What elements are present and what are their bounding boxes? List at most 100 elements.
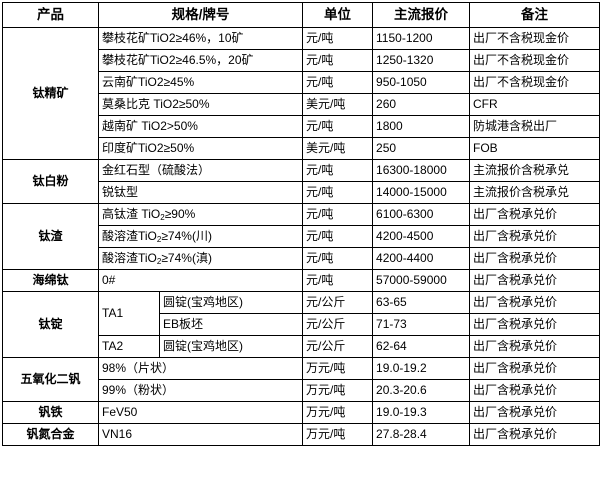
spec-cell: 98%（片状）	[97, 357, 304, 380]
price-cell: 14000-15000	[372, 181, 471, 204]
price-cell: 57000-59000	[372, 269, 471, 292]
table-row: 云南矿TiO2≥45% 元/吨 950-1050 出厂不含税现金价	[3, 71, 601, 94]
unit-cell: 元/公斤	[302, 335, 374, 358]
unit-cell: 美元/吨	[302, 93, 374, 116]
price-cell: 250	[372, 137, 471, 160]
product-name-cell: 钛精矿	[2, 27, 99, 160]
price-cell: 71-73	[372, 313, 471, 336]
header-product: 产品	[2, 2, 99, 28]
remark-cell: 主流报价含税承兑	[469, 181, 601, 204]
price-cell: 19.0-19.3	[372, 401, 471, 424]
spec-cell: 攀枝花矿TiO2≥46%，10矿	[97, 27, 304, 50]
spec-cell: 攀枝花矿TiO2≥46.5%，20矿	[97, 49, 304, 72]
remark-cell: 主流报价含税承兑	[469, 159, 601, 182]
spec-cell: 越南矿 TiO2>50%	[97, 115, 304, 138]
unit-cell: 元/吨	[302, 203, 374, 226]
header-unit: 单位	[302, 2, 374, 28]
unit-cell: 万元/吨	[302, 357, 374, 380]
product-name-cell: 钛白粉	[2, 159, 99, 204]
price-cell: 16300-18000	[372, 159, 471, 182]
product-name-cell: 钒氮合金	[2, 423, 99, 446]
spec-cell: 印度矿TiO2≥50%	[97, 137, 304, 160]
unit-cell: 元/吨	[302, 225, 374, 248]
header-spec: 规格/牌号	[97, 2, 304, 28]
price-cell: 27.8-28.4	[372, 423, 471, 446]
table-row: 钛渣 高钛渣 TiO2≥90% 元/吨 6100-6300 出厂含税承兑价	[2, 203, 601, 270]
remark-cell: 出厂含税承兑价	[469, 357, 601, 380]
price-cell: 4200-4500	[372, 225, 471, 248]
spec-cell: 圆锭(宝鸡地区)	[158, 335, 304, 358]
header-remark: 备注	[469, 2, 601, 28]
remark-cell: FOB	[469, 137, 601, 160]
remark-cell: 出厂含税承兑价	[469, 379, 601, 402]
spec-cell: 圆锭(宝鸡地区)	[158, 291, 304, 314]
spec-cell: 酸溶渣TiO2≥74%(川)	[97, 225, 304, 248]
spec-subscript: 2	[156, 256, 162, 266]
table-row: 锐钛型 元/吨 14000-15000 主流报价含税承兑	[3, 181, 601, 204]
unit-cell: 美元/吨	[302, 137, 374, 160]
remark-cell: 出厂含税承兑价	[469, 225, 601, 248]
spec-cell: 酸溶渣TiO2≥74%(滇)	[97, 247, 304, 270]
unit-cell: 万元/吨	[302, 423, 374, 446]
unit-cell: 万元/吨	[302, 401, 374, 424]
product-name-cell: 钒铁	[2, 401, 99, 424]
price-cell: 63-65	[372, 291, 471, 314]
price-cell: 6100-6300	[372, 203, 471, 226]
unit-cell: 元/吨	[302, 159, 374, 182]
spec-cell: 99%（粉状）	[97, 379, 304, 402]
spec-cell: 0#	[97, 269, 304, 292]
table-row: 攀枝花矿TiO2≥46.5%，20矿 元/吨 1250-1320 出厂不含税现金价	[3, 49, 601, 72]
remark-cell: 出厂含税承兑价	[469, 247, 601, 270]
header-row: 产品 规格/牌号 单位 主流报价 备注	[2, 2, 601, 28]
remark-cell: 防城港含税出厂	[469, 115, 601, 138]
header-price: 主流报价	[372, 2, 471, 28]
table-row: 钒氮合金 VN16 万元/吨 27.8-28.4 出厂含税承兑价	[2, 423, 601, 446]
grade-cell: TA2	[98, 335, 160, 358]
unit-cell: 万元/吨	[302, 379, 374, 402]
product-name-cell: 钛渣	[2, 203, 99, 270]
price-cell: 1250-1320	[372, 49, 471, 72]
table-row: 酸溶渣TiO2≥74%(滇) 元/吨 4200-4400 出厂含税承兑价	[3, 247, 601, 270]
remark-cell: 出厂含税承兑价	[469, 423, 601, 446]
remark-cell: 出厂不含税现金价	[469, 71, 601, 94]
price-cell: 1800	[372, 115, 471, 138]
table-row: 莫桑比克 TiO2≥50% 美元/吨 260 CFR	[3, 93, 601, 116]
spec-subscript: 2	[156, 234, 162, 244]
unit-cell: 元/吨	[302, 115, 374, 138]
remark-cell: 出厂含税承兑价	[469, 269, 601, 292]
price-cell: 4200-4400	[372, 247, 471, 270]
remark-cell: 出厂不含税现金价	[469, 49, 601, 72]
spec-cell: EB板坯	[158, 313, 304, 336]
grade-cell: TA1	[98, 291, 160, 336]
spec-cell: FeV50	[97, 401, 304, 424]
spec-cell: 莫桑比克 TiO2≥50%	[97, 93, 304, 116]
product-name-cell: 钛锭	[2, 291, 99, 358]
table-row: 钛精矿 攀枝花矿TiO2≥46%，10矿 元/吨 1150-1200 出厂不含税现金价	[2, 27, 601, 160]
unit-cell: 元/吨	[302, 247, 374, 270]
spec-cell: 锐钛型	[97, 181, 304, 204]
table-header: 产品 规格/牌号 单位 主流报价 备注	[2, 2, 601, 28]
table-body: 钛精矿 攀枝花矿TiO2≥46%，10矿 元/吨 1150-1200 出厂不含税现金价攀…	[2, 27, 601, 446]
product-name-cell: 海绵钛	[2, 269, 99, 292]
table-row: 印度矿TiO2≥50% 美元/吨 250 FOB	[3, 137, 601, 160]
table-row: 99%（粉状） 万元/吨 20.3-20.6 出厂含税承兑价	[3, 379, 601, 402]
table-row: 钛白粉 金红石型（硫酸法） 元/吨 16300-18000 主流报价含税承兑	[2, 159, 601, 204]
unit-cell: 元/吨	[302, 49, 374, 72]
price-cell: 1150-1200	[372, 27, 471, 50]
spec-cell: VN16	[97, 423, 304, 446]
unit-cell: 元/公斤	[302, 313, 374, 336]
unit-cell: 元/公斤	[302, 291, 374, 314]
unit-cell: 元/吨	[302, 71, 374, 94]
table-row: 越南矿 TiO2>50% 元/吨 1800 防城港含税出厂	[3, 115, 601, 138]
unit-cell: 元/吨	[302, 27, 374, 50]
table-row: 五氧化二钒 98%（片状） 万元/吨 19.0-19.2 出厂含税承兑价	[2, 357, 601, 402]
table-row: EB板坯 元/公斤 71-73 出厂含税承兑价	[3, 313, 601, 336]
price-cell: 20.3-20.6	[372, 379, 471, 402]
spec-cell: 高钛渣 TiO2≥90%	[97, 203, 304, 226]
remark-cell: 出厂含税承兑价	[469, 313, 601, 336]
price-cell: 260	[372, 93, 471, 116]
spec-subscript: 2	[160, 212, 165, 222]
remark-cell: 出厂含税承兑价	[469, 335, 601, 358]
remark-cell: 出厂含税承兑价	[469, 401, 601, 424]
price-table: 产品 规格/牌号 单位 主流报价 备注 钛精矿 攀枝花矿TiO2≥46%，10矿元…	[2, 2, 601, 446]
